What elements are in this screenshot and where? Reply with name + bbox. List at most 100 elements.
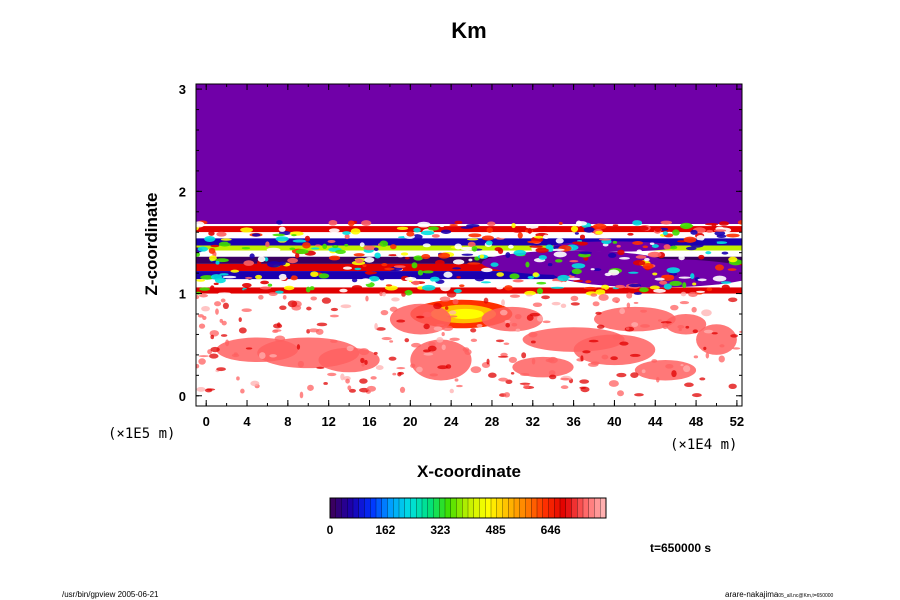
- field-speckle: [461, 274, 468, 278]
- field-speckle: [416, 315, 425, 319]
- field-speckle: [705, 352, 710, 359]
- field-speckle: [514, 313, 522, 320]
- field-speckle: [558, 221, 563, 225]
- field-speckle: [726, 233, 740, 238]
- field-speckle: [512, 279, 524, 283]
- colorbar-cell: [370, 497, 377, 519]
- field-speckle: [545, 358, 555, 363]
- field-speckle: [260, 286, 272, 290]
- field-speckle: [626, 302, 631, 309]
- field-speckle: [243, 260, 255, 266]
- field-speckle: [598, 238, 612, 241]
- field-speckle: [416, 366, 423, 373]
- field-speckle: [560, 385, 569, 390]
- field-speckle: [433, 302, 442, 310]
- field-speckle: [503, 342, 510, 346]
- field-speckle: [329, 314, 339, 318]
- field-speckle: [351, 278, 358, 283]
- colorbar-cell: [364, 497, 371, 519]
- field-speckle: [215, 308, 219, 315]
- field-speckle: [287, 300, 298, 308]
- field-speckle: [273, 323, 283, 329]
- field-speckle: [412, 280, 420, 286]
- field-speckle: [196, 363, 200, 369]
- field-speckle: [670, 304, 679, 311]
- colorbar-cell: [462, 497, 469, 519]
- field-speckle: [515, 328, 521, 332]
- field-patch: [318, 347, 380, 373]
- field-speckle: [244, 276, 253, 279]
- field-speckle: [690, 242, 704, 248]
- field-speckle: [521, 352, 527, 359]
- field-speckle: [511, 322, 518, 327]
- field-band: [196, 263, 742, 272]
- field-speckle: [428, 341, 436, 348]
- field-speckle: [549, 374, 557, 380]
- x-tick-label: 12: [321, 414, 335, 429]
- colorbar-cell: [519, 497, 526, 519]
- field-speckle: [663, 283, 672, 290]
- field-speckle: [437, 365, 449, 370]
- field-speckle: [364, 359, 368, 365]
- field-speckle: [240, 388, 245, 394]
- field-speckle: [411, 262, 418, 269]
- field-speckle: [529, 312, 541, 317]
- field-speckle: [396, 319, 406, 323]
- field-speckle: [309, 286, 315, 291]
- field-speckle: [222, 275, 237, 279]
- field-speckle: [436, 239, 444, 242]
- field-speckle: [435, 259, 445, 266]
- field-patch: [481, 306, 543, 332]
- field-speckle: [688, 291, 698, 297]
- field-speckle: [429, 276, 440, 282]
- field-speckle: [634, 393, 644, 397]
- field-speckle: [652, 272, 658, 276]
- field-speckle: [347, 220, 355, 227]
- field-speckle: [241, 246, 251, 250]
- field-speckle: [220, 334, 228, 337]
- footer-right-sub: 05_all.nc@Km,t=650000: [778, 593, 833, 599]
- field-speckle: [441, 344, 446, 351]
- field-speckle: [470, 328, 477, 333]
- colorbar-cell: [559, 497, 567, 519]
- field-speckle: [422, 243, 431, 248]
- field-speckle: [345, 378, 350, 384]
- x-tick-label: 32: [526, 414, 540, 429]
- field-speckle: [266, 247, 281, 252]
- field-speckle: [572, 241, 584, 245]
- field-speckle: [626, 292, 633, 299]
- field-speckle: [213, 282, 219, 286]
- field-speckle: [258, 294, 264, 300]
- field-speckle: [275, 290, 284, 294]
- field-speckle: [291, 234, 297, 237]
- field-speckle: [632, 220, 643, 226]
- x-unit-label: (×1E4 m): [670, 437, 737, 453]
- field-band: [196, 226, 742, 233]
- field-speckle: [210, 274, 223, 280]
- field-speckle: [511, 227, 524, 233]
- colorbar-cell: [513, 497, 521, 519]
- field-speckle: [714, 264, 725, 271]
- field-speckle: [588, 339, 599, 343]
- field-speckle: [199, 287, 211, 291]
- field-speckle: [427, 226, 439, 231]
- field-speckle: [508, 244, 514, 249]
- field-speckle: [542, 234, 550, 240]
- field-speckle: [569, 260, 579, 263]
- colorbar-cell: [421, 497, 429, 519]
- field-speckle: [335, 249, 346, 254]
- field-speckle: [612, 334, 623, 340]
- field-speckle: [342, 231, 351, 235]
- field-speckle: [525, 261, 530, 268]
- field-speckle: [629, 353, 641, 357]
- field-speckle: [570, 302, 580, 306]
- field-speckle: [713, 229, 727, 232]
- field-speckle: [630, 372, 639, 378]
- field-speckle: [625, 327, 630, 330]
- field-speckle: [219, 318, 223, 323]
- field-speckle: [683, 224, 694, 228]
- field-speckle: [197, 314, 204, 318]
- colorbar-cell: [508, 497, 515, 519]
- field-speckle: [453, 288, 462, 294]
- field-speckle: [321, 297, 332, 304]
